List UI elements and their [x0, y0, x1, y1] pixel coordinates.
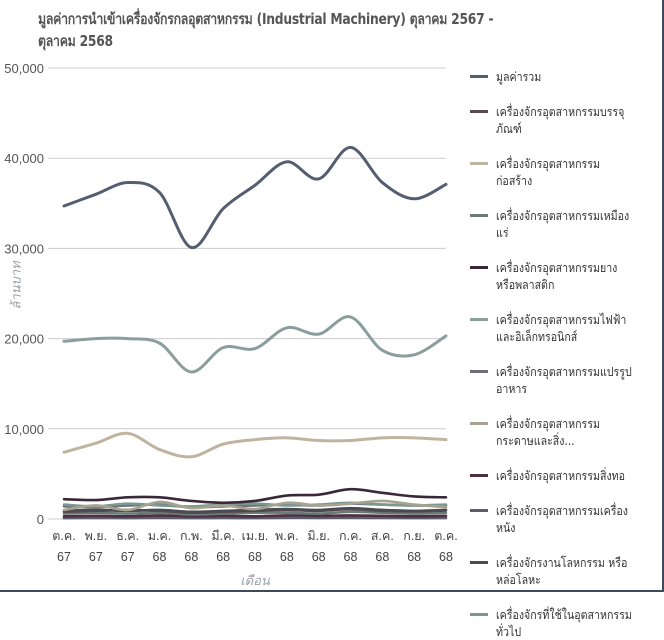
chart-legend: มูลค่ารวมเครื่องจักรอุตสาหกรรมบรรจุภัณฑ์… — [470, 68, 660, 640]
y-tick-label: 10,000 — [4, 422, 44, 437]
legend-swatch — [470, 75, 488, 78]
legend-swatch — [470, 561, 488, 564]
y-axis-label: ล้านบาท — [6, 256, 27, 316]
legend-swatch — [470, 162, 488, 165]
legend-item[interactable]: เครื่องจักรอุตสาหกรรมบรรจุภัณฑ์ — [470, 103, 660, 137]
legend-label: มูลค่ารวม — [496, 68, 635, 85]
series-line[interactable] — [64, 147, 446, 247]
x-tick-label: ม.ค.68 — [148, 529, 172, 564]
y-tick-label: 30,000 — [4, 241, 44, 256]
legend-label: เครื่องจักรอุตสาหกรรมไฟฟ้าและอิเล็กทรอนิ… — [496, 311, 632, 345]
x-tick-label: พ.ย.67 — [85, 529, 108, 564]
legend-swatch — [470, 318, 488, 321]
legend-item[interactable]: เครื่องจักรอุตสาหกรรมเครื่องหนัง — [470, 502, 660, 536]
legend-label: เครื่องจักรอุตสาหกรรมเครื่องหนัง — [496, 502, 635, 536]
legend-swatch — [470, 474, 488, 477]
series-line[interactable] — [64, 433, 446, 457]
x-tick-label: มี.ค.68 — [211, 529, 235, 564]
legend-item[interactable]: เครื่องจักรอุตสาหกรรมกระดาษและสิ่ง... — [470, 415, 660, 449]
x-axis-label: เดือน — [240, 574, 271, 589]
legend-label: เครื่องจักรอุตสาหกรรมก่อสร้าง — [496, 155, 635, 189]
legend-swatch — [470, 422, 488, 425]
legend-swatch — [470, 613, 488, 616]
legend-label: เครื่องจักรอุตสาหกรรมเหมืองแร่ — [496, 207, 635, 241]
legend-swatch — [470, 214, 488, 217]
legend-item[interactable]: เครื่องจักรอุตสาหกรรมยางหรือพลาสติก — [470, 259, 660, 293]
legend-label: เครื่องจักรอุตสาหกรรมกระดาษและสิ่ง... — [496, 415, 635, 449]
x-tick-label: พ.ค.68 — [275, 529, 299, 564]
legend-label: เครื่องจักรอุตสาหกรรมยางหรือพลาสติก — [496, 259, 635, 293]
legend-item[interactable]: เครื่องจักรอุตสาหกรรมไฟฟ้าและอิเล็กทรอนิ… — [470, 311, 660, 345]
legend-label: เครื่องจักรงานโลหกรรม หรือหล่อโลหะ — [496, 554, 635, 588]
x-tick-label: มิ.ย.68 — [307, 529, 330, 564]
x-tick-label: ต.ค.68 — [434, 529, 457, 564]
legend-label: เครื่องจักรที่ใช้ในอุตสาหกรรมทั่วไป — [496, 606, 635, 640]
y-tick-label: 50,000 — [4, 61, 44, 76]
legend-item[interactable]: เครื่องจักรอุตสาหกรรมแปรรูปอาหาร — [470, 363, 660, 397]
legend-item[interactable]: เครื่องจักรอุตสาหกรรมก่อสร้าง — [470, 155, 660, 189]
y-tick-label: 0 — [37, 512, 44, 527]
legend-swatch — [470, 509, 488, 512]
y-tick-label: 20,000 — [4, 332, 44, 347]
legend-swatch — [470, 266, 488, 269]
legend-item[interactable]: มูลค่ารวม — [470, 68, 660, 85]
y-tick-label: 40,000 — [4, 151, 44, 166]
legend-swatch — [470, 110, 488, 113]
legend-item[interactable]: เครื่องจักรที่ใช้ในอุตสาหกรรมทั่วไป — [470, 606, 660, 640]
x-tick-label: ก.พ.68 — [180, 529, 203, 564]
legend-item[interactable]: เครื่องจักรอุตสาหกรรมเหมืองแร่ — [470, 207, 660, 241]
series-line[interactable] — [64, 515, 446, 516]
legend-item[interactable]: เครื่องจักรงานโลหกรรม หรือหล่อโลหะ — [470, 554, 660, 588]
x-tick-label: ธ.ค.67 — [116, 529, 139, 564]
series-line[interactable] — [64, 317, 446, 372]
legend-item[interactable]: เครื่องจักรอุตสาหกรรมสิ่งทอ — [470, 467, 660, 484]
x-tick-label: เม.ย.68 — [242, 529, 269, 564]
x-tick-label: ก.ค.68 — [339, 529, 362, 564]
x-tick-label: ต.ค.67 — [52, 529, 75, 564]
x-tick-label: ส.ค.68 — [371, 529, 394, 564]
legend-label: เครื่องจักรอุตสาหกรรมสิ่งทอ — [496, 467, 635, 484]
x-tick-label: ก.ย.68 — [403, 529, 425, 564]
legend-swatch — [470, 370, 488, 373]
legend-label: เครื่องจักรอุตสาหกรรมบรรจุภัณฑ์ — [496, 103, 635, 137]
legend-label: เครื่องจักรอุตสาหกรรมแปรรูปอาหาร — [496, 363, 635, 397]
